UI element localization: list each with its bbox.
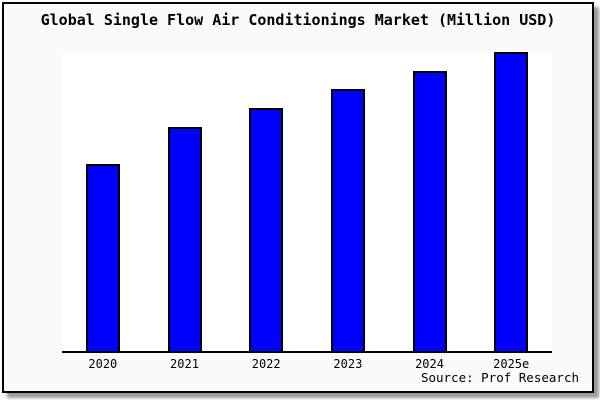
- x-axis-label-2020: 2020: [88, 357, 118, 371]
- chart-panel: Global Single Flow Air Conditionings Mar…: [2, 2, 594, 393]
- chart-title: Global Single Flow Air Conditionings Mar…: [40, 11, 556, 29]
- bar-slot-2025e: [470, 52, 552, 353]
- x-axis-label-2024: 2024: [415, 357, 444, 371]
- bar-2025e: [494, 52, 529, 353]
- x-axis-labels: 2020 2021 2022 2023 2024 2025e: [62, 355, 552, 371]
- x-axis-label-2025e: 2025e: [493, 357, 530, 371]
- bar-2022: [249, 108, 284, 353]
- bar-2020: [85, 163, 120, 353]
- bar-slot-2023: [307, 52, 389, 353]
- plot-area: [62, 52, 552, 353]
- x-axis-label-2023: 2023: [333, 357, 363, 371]
- bar-slot-2022: [225, 52, 307, 353]
- bar-slot-2021: [144, 52, 226, 353]
- source-credit: Source: Prof Research: [420, 370, 579, 385]
- bar-slot-2020: [62, 52, 144, 353]
- bars-row: [62, 52, 552, 353]
- x-axis-line: [62, 351, 552, 353]
- bar-slot-2024: [389, 52, 471, 353]
- bar-2021: [167, 126, 202, 353]
- bar-2024: [412, 70, 447, 353]
- x-axis-label-2021: 2021: [170, 357, 199, 371]
- x-axis-label-2022: 2022: [251, 357, 281, 371]
- bar-2023: [330, 89, 365, 353]
